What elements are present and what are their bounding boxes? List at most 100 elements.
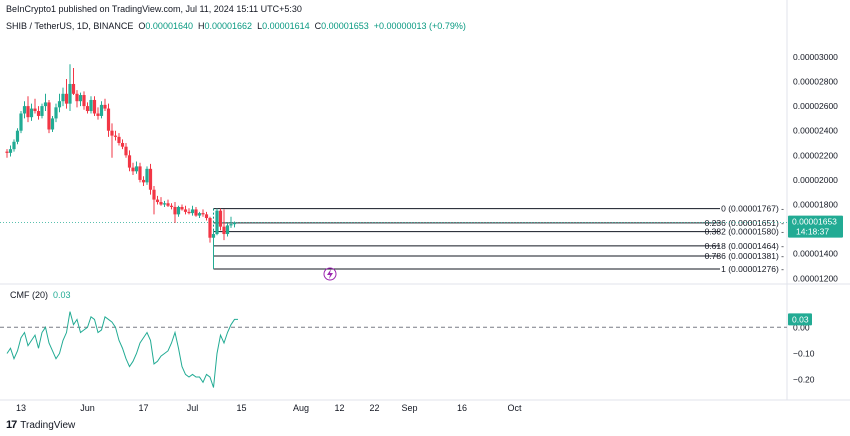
candle-body — [215, 210, 219, 235]
candle-body — [36, 111, 41, 116]
candle-body — [134, 166, 139, 172]
current-price-tag — [788, 215, 843, 238]
time-axis-tick: 16 — [457, 403, 467, 413]
candle-body — [120, 143, 125, 147]
candle-body — [173, 206, 177, 215]
candle-body — [183, 209, 188, 212]
candle-body — [141, 179, 146, 183]
candle-body — [50, 118, 55, 130]
price-axis-tick: 0.00001400 — [793, 249, 838, 259]
time-axis-tick: Jul — [187, 403, 199, 413]
candle-body — [29, 108, 34, 118]
brand-name: TradingView — [20, 419, 76, 431]
price-axis-tick: 0.00002200 — [793, 150, 838, 160]
candle-body — [194, 209, 198, 216]
cmf-axis-tick: −0.20 — [793, 375, 815, 385]
candle-body — [152, 189, 156, 200]
candle-body — [197, 213, 202, 216]
candle-body — [110, 130, 114, 136]
low-label: L — [257, 21, 263, 31]
candle-body — [187, 211, 191, 214]
price-axis-tick: 0.00002400 — [793, 126, 838, 136]
candle-body — [78, 95, 83, 102]
candle-body — [113, 135, 118, 137]
candle-body — [85, 106, 90, 112]
tradingview-logo-icon: 17 — [6, 419, 17, 431]
close-label: C — [314, 21, 322, 31]
price-axis-tick: 0.00002000 — [793, 175, 838, 185]
cmf-legend[interactable]: CMF (20) 0.03 — [10, 290, 71, 300]
cmf-axis-tick: 0.00 — [793, 322, 810, 332]
fib-level-label: 0.382 (0.00001580) - — [705, 227, 785, 237]
candle-body — [229, 224, 233, 226]
candle-body — [40, 106, 44, 116]
candle-body — [148, 168, 153, 190]
candle-body — [176, 206, 181, 215]
candle-body — [8, 149, 13, 153]
candle-body — [190, 209, 195, 214]
candle-body — [54, 107, 58, 119]
candle-body — [138, 166, 142, 180]
candle-body — [92, 99, 97, 114]
cmf-value-tag — [788, 313, 812, 326]
fib-level-label: 1 (0.00001276) - — [721, 264, 784, 274]
candle-body — [61, 93, 65, 102]
price-axis-tick: 0.00003000 — [793, 52, 838, 62]
low-value: 0.00001614 — [262, 21, 310, 31]
candle-body — [166, 203, 170, 206]
candle-body — [106, 108, 111, 131]
candle-body — [159, 202, 163, 205]
published-caption: BeInCrypto1 published on TradingView.com… — [6, 4, 302, 14]
candle-body — [208, 218, 212, 238]
candle-body — [211, 234, 216, 238]
fib-level-label: 0 (0.00001767) - — [721, 204, 784, 214]
time-axis-tick: 12 — [334, 403, 344, 413]
candle-body — [82, 95, 86, 107]
candle-body — [19, 113, 23, 131]
fib-level-label: 0.618 (0.00001464) - — [705, 241, 785, 251]
candle-body — [15, 130, 20, 142]
candle-body — [12, 141, 16, 150]
open-label: O — [138, 21, 146, 31]
candle-body — [124, 146, 128, 156]
time-axis-tick: Jun — [80, 403, 95, 413]
current-price-tag-value: 0.00001653 — [792, 217, 837, 227]
candle-body — [26, 106, 30, 118]
candle-body — [201, 213, 205, 215]
price-axis-tick: 0.00001800 — [793, 200, 838, 210]
candle-body — [117, 136, 121, 144]
fib-level-label: 0.786 (0.00001381) - — [705, 251, 785, 261]
tradingview-brand[interactable]: 17 TradingView — [6, 419, 75, 431]
lightning-icon — [327, 269, 333, 279]
price-axis-tick: 0.00002800 — [793, 77, 838, 87]
time-axis-tick: 13 — [16, 403, 26, 413]
candle-body — [22, 106, 27, 114]
candle-body — [155, 199, 160, 203]
candle-body — [222, 226, 226, 235]
candle-body — [99, 104, 104, 116]
cmf-name: CMF (20) — [10, 290, 48, 300]
candle-body — [89, 99, 93, 112]
cmf-value: 0.03 — [53, 290, 71, 300]
time-axis-tick: 22 — [369, 403, 379, 413]
candle-body — [71, 83, 76, 94]
candle-body — [103, 104, 107, 109]
time-axis-tick: Oct — [507, 403, 522, 413]
price-axis-tick: 0.00002600 — [793, 101, 838, 111]
candle-body — [169, 205, 174, 207]
candle-body — [75, 93, 79, 102]
symbol-label[interactable]: SHIB / TetherUS, 1D, BINANCE — [6, 21, 134, 31]
cmf-series-line — [6, 311, 238, 388]
candle-body — [96, 113, 100, 116]
candle-body — [204, 214, 209, 219]
candle-body — [127, 155, 132, 168]
high-label: H — [198, 21, 205, 31]
cmf-axis-tick: −0.10 — [793, 348, 815, 358]
candle-body — [145, 168, 149, 183]
time-axis-tick: 17 — [138, 403, 148, 413]
candle-body — [5, 151, 9, 153]
event-marker-icon — [323, 267, 337, 281]
candle-body — [43, 102, 48, 107]
price-axis-tick: 0.00001200 — [793, 273, 838, 283]
